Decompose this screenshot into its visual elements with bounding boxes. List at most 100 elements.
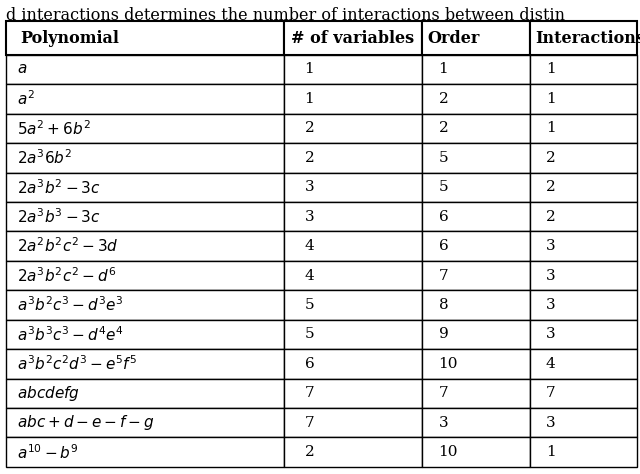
Text: 2: 2: [305, 445, 314, 459]
Bar: [6, 114, 284, 143]
Bar: [422, 21, 530, 55]
Text: 10: 10: [438, 445, 458, 459]
Bar: [6, 290, 284, 319]
Text: Interactions: Interactions: [535, 29, 640, 46]
Text: 4: 4: [305, 239, 314, 253]
Bar: [422, 290, 530, 319]
Bar: [422, 55, 530, 84]
Text: 5: 5: [438, 180, 448, 194]
Text: 4: 4: [546, 357, 556, 371]
Text: $2a^{3}b^{2} - 3c$: $2a^{3}b^{2} - 3c$: [17, 178, 101, 197]
Text: 7: 7: [305, 416, 314, 430]
Bar: [6, 173, 284, 202]
Bar: [6, 438, 284, 467]
Text: 5: 5: [305, 298, 314, 312]
Bar: [422, 438, 530, 467]
Bar: [530, 349, 637, 379]
Bar: [6, 55, 284, 84]
Bar: [422, 202, 530, 231]
Text: 2: 2: [438, 121, 448, 136]
Bar: [422, 173, 530, 202]
Bar: [530, 173, 637, 202]
Text: 3: 3: [305, 180, 314, 194]
Bar: [6, 231, 284, 261]
Bar: [284, 349, 422, 379]
Bar: [6, 84, 284, 114]
Text: 2: 2: [438, 92, 448, 106]
Bar: [6, 261, 284, 290]
Text: 7: 7: [438, 386, 448, 401]
Text: 2: 2: [305, 151, 314, 165]
Text: 1: 1: [546, 92, 556, 106]
Bar: [284, 408, 422, 438]
Bar: [530, 319, 637, 349]
Text: $abc + d - e - f - g$: $abc + d - e - f - g$: [17, 413, 156, 432]
Text: $2a^{3}b^{3} - 3c$: $2a^{3}b^{3} - 3c$: [17, 207, 101, 226]
Text: 3: 3: [546, 416, 556, 430]
Text: 2: 2: [546, 151, 556, 165]
Text: 9: 9: [438, 328, 448, 341]
Text: 3: 3: [305, 210, 314, 224]
Text: d interactions determines the number of interactions between distin: d interactions determines the number of …: [6, 7, 565, 24]
Text: 6: 6: [305, 357, 314, 371]
Text: 3: 3: [546, 328, 556, 341]
Bar: [284, 55, 422, 84]
Text: 6: 6: [438, 210, 448, 224]
Text: 3: 3: [546, 298, 556, 312]
Text: $a^{3}b^{2}c^{3} - d^{3}e^{3}$: $a^{3}b^{2}c^{3} - d^{3}e^{3}$: [17, 296, 124, 314]
Bar: [284, 202, 422, 231]
Text: $5a^{2} + 6b^{2}$: $5a^{2} + 6b^{2}$: [17, 119, 92, 137]
Text: 7: 7: [438, 269, 448, 283]
Text: 5: 5: [438, 151, 448, 165]
Bar: [284, 84, 422, 114]
Text: 1: 1: [546, 445, 556, 459]
Text: 10: 10: [438, 357, 458, 371]
Text: $a^{2}$: $a^{2}$: [17, 90, 35, 108]
Bar: [530, 438, 637, 467]
Bar: [422, 261, 530, 290]
Text: $a$: $a$: [17, 63, 28, 76]
Bar: [284, 438, 422, 467]
Text: 8: 8: [438, 298, 448, 312]
Bar: [284, 173, 422, 202]
Bar: [284, 114, 422, 143]
Bar: [284, 319, 422, 349]
Bar: [6, 379, 284, 408]
Text: $a^{3}b^{2}c^{2}d^{3} - e^{5}f^{5}$: $a^{3}b^{2}c^{2}d^{3} - e^{5}f^{5}$: [17, 355, 138, 373]
Text: 7: 7: [546, 386, 556, 401]
Text: $2a^{3}b^{2}c^{2} - d^{6}$: $2a^{3}b^{2}c^{2} - d^{6}$: [17, 266, 116, 285]
Bar: [6, 143, 284, 173]
Bar: [530, 143, 637, 173]
Bar: [284, 231, 422, 261]
Bar: [6, 202, 284, 231]
Bar: [422, 379, 530, 408]
Bar: [422, 408, 530, 438]
Text: 3: 3: [546, 269, 556, 283]
Text: 6: 6: [438, 239, 448, 253]
Bar: [530, 231, 637, 261]
Text: 2: 2: [305, 121, 314, 136]
Bar: [284, 21, 422, 55]
Text: 1: 1: [305, 92, 314, 106]
Text: 1: 1: [305, 63, 314, 76]
Bar: [6, 319, 284, 349]
Text: Polynomial: Polynomial: [20, 29, 119, 46]
Bar: [284, 290, 422, 319]
Text: 2: 2: [546, 180, 556, 194]
Text: 1: 1: [546, 63, 556, 76]
Text: $2a^{2}b^{2}c^{2} - 3d$: $2a^{2}b^{2}c^{2} - 3d$: [17, 237, 119, 255]
Bar: [530, 84, 637, 114]
Bar: [6, 408, 284, 438]
Bar: [422, 319, 530, 349]
Bar: [422, 84, 530, 114]
Bar: [530, 261, 637, 290]
Text: # of variables: # of variables: [291, 29, 414, 46]
Bar: [284, 143, 422, 173]
Bar: [284, 261, 422, 290]
Bar: [530, 202, 637, 231]
Bar: [422, 349, 530, 379]
Bar: [530, 290, 637, 319]
Text: $abcdefg$: $abcdefg$: [17, 384, 81, 403]
Bar: [530, 114, 637, 143]
Text: 7: 7: [305, 386, 314, 401]
